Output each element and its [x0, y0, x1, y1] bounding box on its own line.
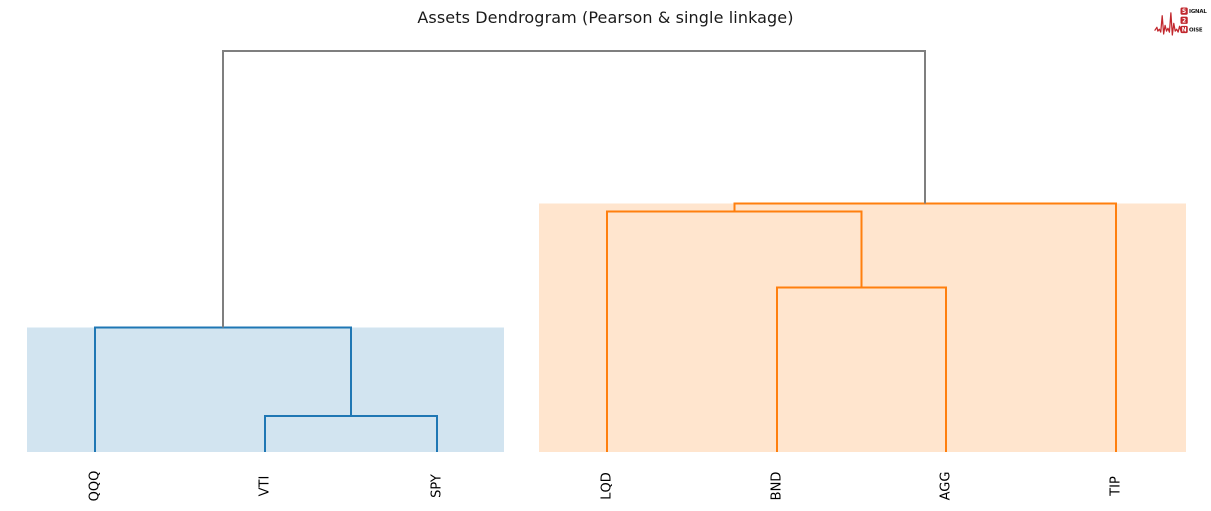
- leaf-label-tip: TIP: [1108, 476, 1124, 496]
- signal2noise-logo: S IGNAL 2 N OISE: [1154, 4, 1208, 39]
- leaf-label-lqd: LQD: [599, 472, 615, 500]
- logo-word-ignal: IGNAL: [1189, 9, 1207, 15]
- chart-title: Assets Dendrogram (Pearson & single link…: [417, 8, 794, 27]
- leaf-label-vti: VTI: [257, 475, 273, 497]
- logo-badge-n-letter: N: [1182, 28, 1187, 34]
- logo-word-oise: OISE: [1189, 28, 1203, 34]
- logo-badge-s-letter: S: [1182, 9, 1186, 15]
- leaf-label-bnd: BND: [769, 471, 785, 501]
- logo-wordmark: S IGNAL 2 N OISE: [1180, 7, 1208, 34]
- logo-badge-2-digit: 2: [1182, 18, 1186, 24]
- logo-badge-2: [1180, 16, 1188, 24]
- logo-badge-n: [1180, 25, 1188, 34]
- waveform-icon: [1154, 12, 1182, 36]
- leaf-label-spy: SPY: [429, 474, 445, 498]
- dendrogram-link-root: [222, 50, 927, 328]
- logo-badge-s: [1180, 7, 1188, 15]
- leaf-label-agg: AGG: [938, 471, 954, 501]
- leaf-label-qqq: QQQ: [87, 470, 103, 502]
